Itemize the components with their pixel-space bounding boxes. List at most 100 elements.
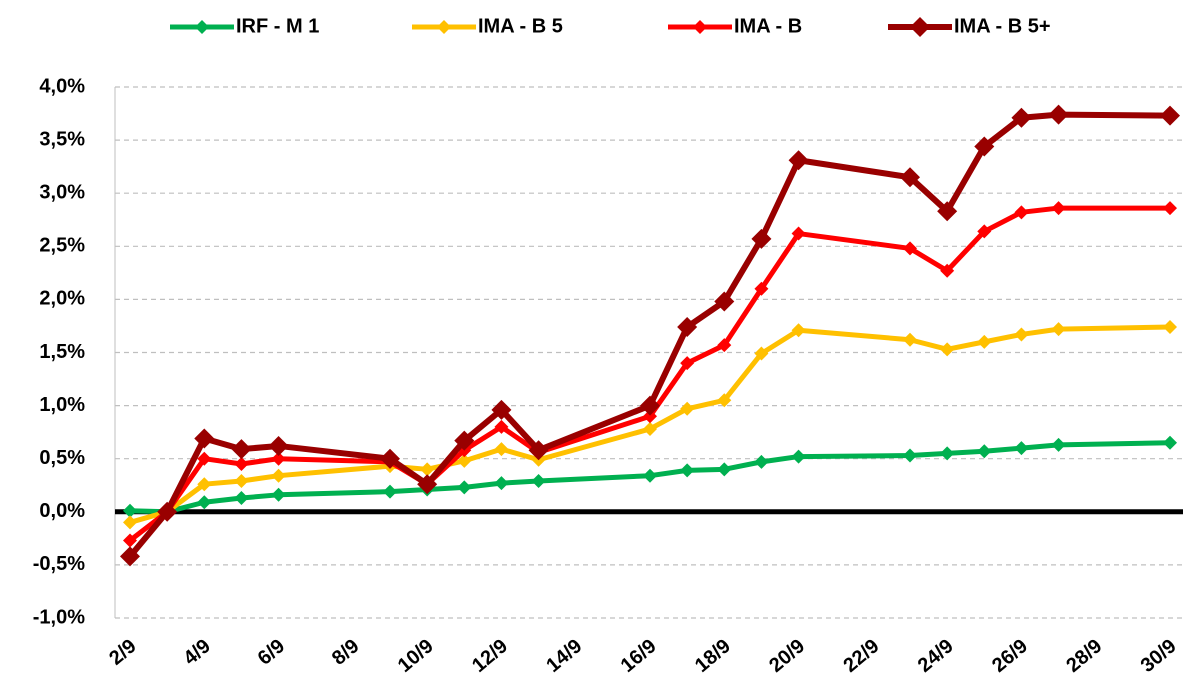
point <box>717 462 732 477</box>
point <box>1014 205 1029 220</box>
point <box>271 468 286 483</box>
legend-marker <box>195 20 209 34</box>
x-tick-label: 8/9 <box>328 635 363 670</box>
legend-item: IMA - B 5+ <box>888 15 1051 37</box>
point <box>494 476 509 491</box>
y-tick-label: 3,0% <box>39 181 85 203</box>
point <box>754 454 769 469</box>
x-tick-label: 10/9 <box>394 635 438 677</box>
point <box>940 263 955 278</box>
point <box>1051 437 1066 452</box>
point <box>380 448 400 469</box>
y-tick-label: -1,0% <box>33 606 85 628</box>
point <box>903 332 917 347</box>
point <box>531 474 546 489</box>
x-tick-label: 2/9 <box>105 635 140 670</box>
point <box>937 201 958 222</box>
point <box>1014 441 1029 456</box>
point <box>717 393 732 408</box>
point <box>123 533 137 548</box>
y-tick-label: 0,0% <box>39 500 85 522</box>
point <box>1048 104 1069 125</box>
point <box>903 448 917 463</box>
y-tick-label: 0,5% <box>39 447 85 469</box>
point <box>680 463 695 478</box>
x-tick-label: 18/9 <box>691 635 735 677</box>
legend-label: IMA - B 5+ <box>954 15 1051 37</box>
legend-label: IMA - B 5 <box>478 15 563 37</box>
point <box>123 515 137 530</box>
point <box>197 477 212 492</box>
point <box>643 468 657 483</box>
x-tick-label: 4/9 <box>179 635 214 670</box>
legend-item: IMA - B <box>668 15 802 37</box>
point <box>754 346 769 361</box>
point <box>1011 107 1032 128</box>
point <box>714 291 735 312</box>
x-tick-label: 12/9 <box>468 635 512 677</box>
x-tick-label: 26/9 <box>988 635 1032 677</box>
point <box>977 334 992 349</box>
x-tick-label: 20/9 <box>765 635 809 677</box>
y-tick-label: 1,0% <box>39 394 85 416</box>
point <box>677 317 698 338</box>
point <box>900 167 920 188</box>
point <box>791 226 806 241</box>
y-tick-label: -0,5% <box>33 553 85 575</box>
point <box>120 546 140 567</box>
x-tick-label: 6/9 <box>254 635 289 670</box>
point <box>457 480 472 495</box>
point <box>528 440 549 461</box>
point <box>420 462 435 477</box>
x-tick-label: 30/9 <box>1137 635 1181 677</box>
point <box>494 442 509 457</box>
point <box>791 323 806 338</box>
x-tick-label: 22/9 <box>839 635 883 677</box>
legend-item: IMA - B 5 <box>412 15 563 37</box>
x-tick-label: 14/9 <box>542 635 586 677</box>
point <box>271 487 286 502</box>
point <box>1163 435 1177 450</box>
point <box>791 449 806 464</box>
point <box>417 474 438 495</box>
legend-item: IRF - M 1 <box>170 15 319 37</box>
point <box>903 241 917 256</box>
point <box>680 356 695 371</box>
point <box>457 453 472 468</box>
series-line <box>128 205 1170 543</box>
point <box>494 419 509 434</box>
legend-marker <box>910 17 930 37</box>
point <box>194 428 215 449</box>
point <box>157 501 178 522</box>
point <box>751 228 772 249</box>
point <box>643 421 657 436</box>
legend-marker <box>693 20 707 34</box>
point <box>977 444 992 459</box>
point <box>271 451 286 466</box>
point <box>1163 201 1177 216</box>
point <box>1160 105 1180 126</box>
point <box>197 495 212 510</box>
point <box>680 401 695 416</box>
point <box>231 439 252 460</box>
y-tick-label: 1,5% <box>39 341 85 363</box>
point <box>383 484 397 499</box>
y-tick-label: 2,0% <box>39 288 85 310</box>
point <box>268 435 289 456</box>
legend-marker <box>437 20 451 34</box>
point <box>977 224 992 239</box>
point <box>491 399 512 420</box>
point <box>454 430 475 451</box>
point <box>1051 322 1066 337</box>
point <box>234 490 249 505</box>
point <box>197 451 212 466</box>
point <box>940 446 955 461</box>
point <box>234 474 249 489</box>
legend-label: IRF - M 1 <box>236 15 319 37</box>
point <box>640 395 660 416</box>
point <box>1014 327 1029 342</box>
point <box>123 503 137 518</box>
x-tick-label: 16/9 <box>617 635 661 677</box>
point <box>1051 201 1066 216</box>
